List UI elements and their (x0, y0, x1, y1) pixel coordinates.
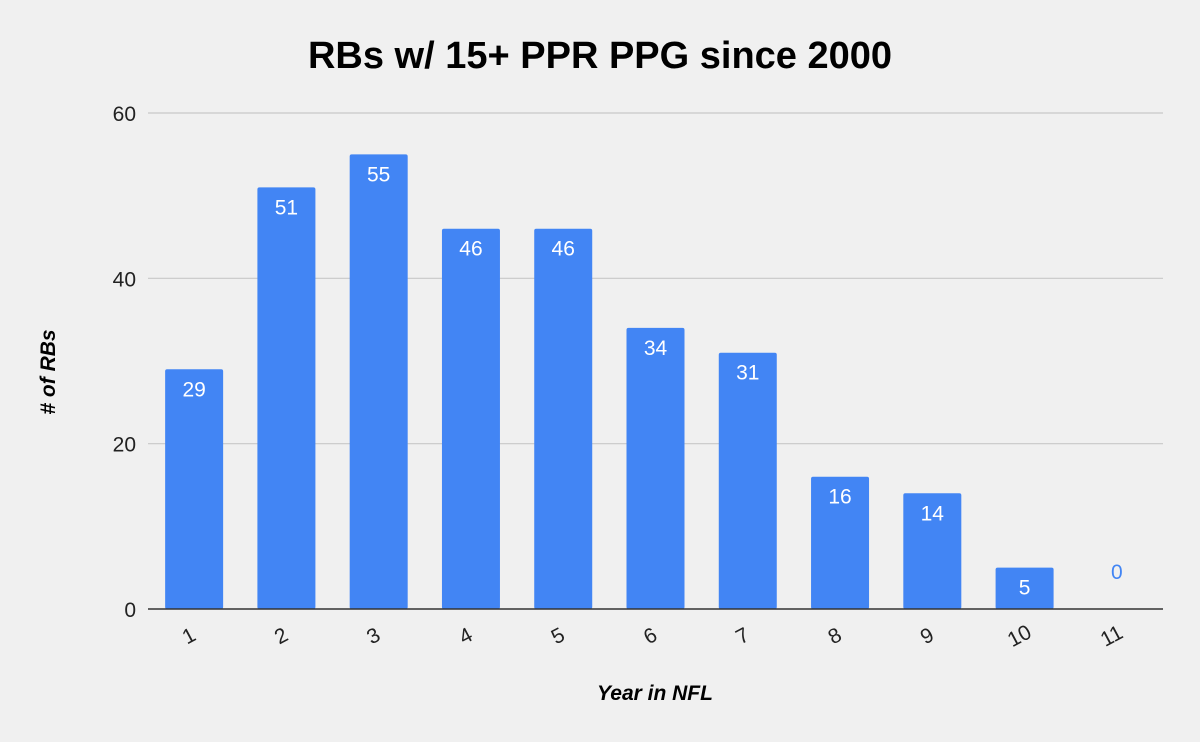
data-label: 51 (275, 196, 298, 219)
bar (257, 187, 316, 609)
x-tick-label: 4 (455, 623, 476, 649)
x-tick-label: 5 (548, 623, 569, 649)
y-tick-label: 0 (124, 599, 136, 622)
x-tick-label: 1 (179, 623, 200, 649)
bar (441, 228, 500, 609)
bar (811, 476, 870, 609)
x-tick-label: 9 (917, 623, 938, 649)
bar (349, 154, 408, 610)
bar (534, 228, 593, 609)
data-label: 29 (182, 378, 205, 401)
y-tick-label: 60 (113, 103, 136, 126)
data-labels: 29 51 55 46 46 34 31 16 14 5 0 (182, 163, 1122, 599)
x-tick-label: 8 (824, 623, 845, 649)
chart-title: RBs w/ 15+ PPR PPG since 2000 (308, 35, 892, 77)
data-label: 46 (459, 238, 482, 261)
bar (165, 369, 224, 609)
x-tick-label: 3 (363, 623, 384, 649)
x-tick-label: 11 (1097, 621, 1127, 652)
data-label: 16 (828, 486, 851, 509)
data-label: 46 (552, 238, 575, 261)
x-axis-title: Year in NFL (597, 682, 713, 705)
y-axis-title: # of RBs (37, 329, 60, 414)
x-tick-label: 2 (271, 623, 292, 649)
x-tick-label: 7 (732, 623, 753, 649)
x-tick-label: 10 (1004, 621, 1035, 652)
bar (718, 352, 777, 609)
data-label: 31 (736, 362, 759, 385)
x-axis-ticks: 1 2 3 4 5 6 7 8 9 10 11 (179, 621, 1127, 652)
bar (995, 567, 1054, 609)
data-label: 14 (921, 502, 945, 525)
data-label: 55 (367, 163, 390, 186)
y-tick-label: 40 (113, 268, 136, 291)
bar (626, 327, 685, 609)
y-axis-ticks: 0 20 40 60 (113, 103, 136, 622)
data-label: 5 (1019, 577, 1031, 600)
data-label: 34 (644, 337, 668, 360)
bars (165, 154, 1054, 610)
y-tick-label: 20 (113, 434, 136, 457)
bar (903, 493, 962, 609)
data-label: 0 (1111, 561, 1123, 584)
x-tick-label: 6 (640, 623, 661, 649)
